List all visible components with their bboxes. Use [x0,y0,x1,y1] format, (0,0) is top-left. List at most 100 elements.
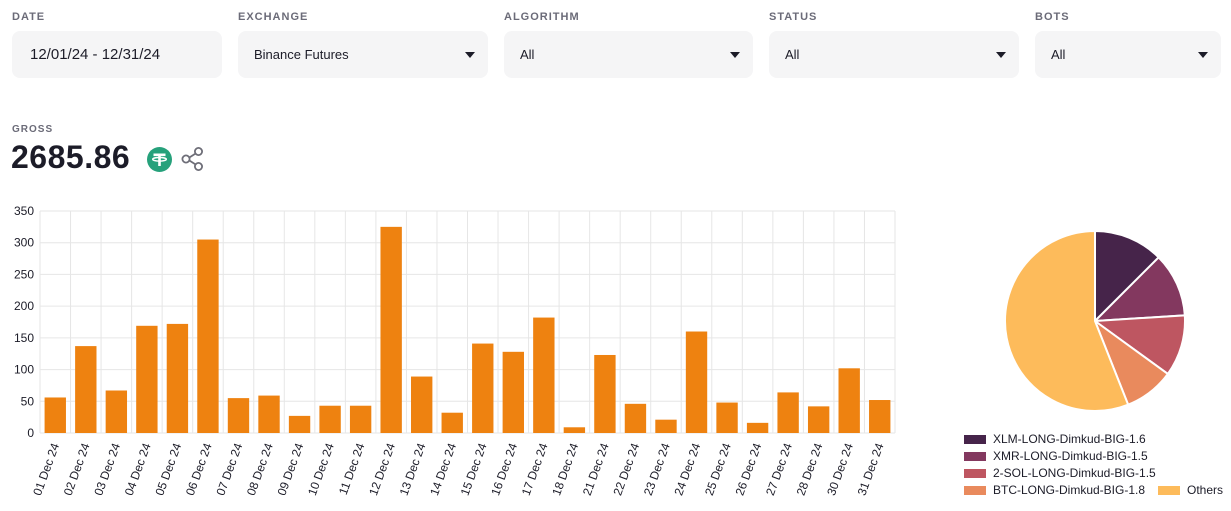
bar[interactable] [75,346,97,433]
bar[interactable] [533,317,555,433]
legend-label: XMR-LONG-Dimkud-BIG-1.5 [993,449,1148,463]
x-tick-label: 30 Dec 24 [824,441,856,497]
legend-label: XLM-LONG-Dimkud-BIG-1.6 [993,432,1146,446]
pie-slice[interactable] [1092,255,1186,323]
chevron-down-icon [730,52,740,58]
status-select[interactable]: All [769,31,1019,78]
x-tick-label: 05 Dec 24 [152,441,184,497]
x-tick-label: 13 Dec 24 [397,441,429,497]
status-filter-label: STATUS [769,11,818,23]
x-tick-label: 14 Dec 24 [427,441,459,497]
x-tick-label: 15 Dec 24 [458,441,490,497]
legend-label: 2-SOL-LONG-Dimkud-BIG-1.5 [993,466,1156,480]
chevron-down-icon [1198,52,1208,58]
pie-slice[interactable] [1094,229,1161,324]
bar[interactable] [349,405,372,433]
legend-item[interactable]: XLM-LONG-Dimkud-BIG-1.6 [964,432,1146,446]
date-filter-label: DATE [12,11,46,23]
y-tick-label: 150 [14,331,34,345]
pie-slice[interactable] [1004,229,1130,412]
x-tick-label: 06 Dec 24 [183,441,215,497]
legend-swatch [964,468,986,478]
bots-select-value: All [1051,47,1066,62]
bar[interactable] [563,427,586,433]
y-tick-label: 0 [27,426,34,440]
x-tick-label: 31 Dec 24 [855,441,887,497]
y-tick-label: 50 [21,394,35,408]
algorithm-select-value: All [520,47,535,62]
x-tick-label: 23 Dec 24 [641,441,673,497]
x-tick-label: 21 Dec 24 [580,441,612,497]
algorithm-select[interactable]: All [504,31,753,78]
status-select-value: All [785,47,800,62]
bar[interactable] [685,331,708,433]
x-tick-label: 16 Dec 24 [488,441,520,497]
x-tick-label: 28 Dec 24 [794,441,826,497]
bot-share-pie-chart [1004,229,1186,412]
y-tick-label: 200 [14,299,34,313]
bar[interactable] [441,412,463,433]
bar[interactable] [594,354,616,433]
bar[interactable] [319,405,341,433]
gross-value: 2685.86 [11,139,131,175]
legend-swatch [1158,485,1180,495]
bar[interactable] [258,395,280,433]
bar[interactable] [869,400,891,433]
y-tick-label: 300 [14,236,34,250]
exchange-filter-label: EXCHANGE [238,11,309,23]
chart-grid [39,210,896,434]
bar[interactable] [288,415,311,433]
bar[interactable] [624,403,647,433]
bar[interactable] [105,390,128,433]
legend-item[interactable]: Others [1158,483,1223,497]
bar[interactable] [411,376,433,433]
bar[interactable] [380,226,402,433]
x-tick-label: 07 Dec 24 [213,441,245,497]
x-tick-label: 02 Dec 24 [61,441,93,497]
x-tick-label: 24 Dec 24 [671,441,703,497]
x-tick-label: 10 Dec 24 [305,441,337,497]
bar[interactable] [472,343,494,433]
gross-label: GROSS [12,124,54,135]
legend-item[interactable]: XMR-LONG-Dimkud-BIG-1.5 [964,449,1148,463]
x-tick-label: 08 Dec 24 [244,441,276,497]
bar[interactable] [807,406,830,433]
legend-item[interactable]: 2-SOL-LONG-Dimkud-BIG-1.5 [964,466,1156,480]
bots-select[interactable]: All [1035,31,1221,78]
bar[interactable] [166,323,189,433]
x-tick-label: 04 Dec 24 [122,441,154,497]
bots-filter-label: BOTS [1035,11,1070,23]
bar[interactable] [777,392,799,433]
bar[interactable] [716,402,738,433]
bar[interactable] [227,398,250,433]
legend-label: BTC-LONG-Dimkud-BIG-1.8 [993,483,1146,497]
x-tick-label: 18 Dec 24 [549,441,581,497]
y-tick-label: 350 [14,204,34,218]
date-range-input[interactable]: 12/01/24 - 12/31/24 [12,31,222,78]
legend-swatch [964,485,986,495]
legend-label: Others [1187,483,1224,497]
share-icon[interactable] [180,146,206,172]
x-tick-label: 27 Dec 24 [763,441,795,497]
legend-item[interactable]: BTC-LONG-Dimkud-BIG-1.8 [964,483,1145,497]
x-tick-label: 12 Dec 24 [366,441,398,497]
bar[interactable] [502,351,524,433]
x-tick-label: 26 Dec 24 [733,441,765,497]
bar[interactable] [136,325,158,433]
bar[interactable] [838,368,860,433]
x-tick-label: 22 Dec 24 [610,441,642,497]
chevron-down-icon [465,52,475,58]
exchange-select-value: Binance Futures [254,47,349,62]
bar[interactable] [746,422,769,433]
x-tick-label: 11 Dec 24 [336,441,368,497]
x-tick-label: 09 Dec 24 [275,441,307,497]
legend-swatch [964,434,986,444]
legend-swatch [964,451,986,461]
x-tick-label: 03 Dec 24 [91,441,123,497]
tether-icon [147,147,172,172]
bar[interactable] [44,397,66,433]
exchange-select[interactable]: Binance Futures [238,31,488,78]
bar[interactable] [655,419,677,433]
bar[interactable] [197,239,219,433]
